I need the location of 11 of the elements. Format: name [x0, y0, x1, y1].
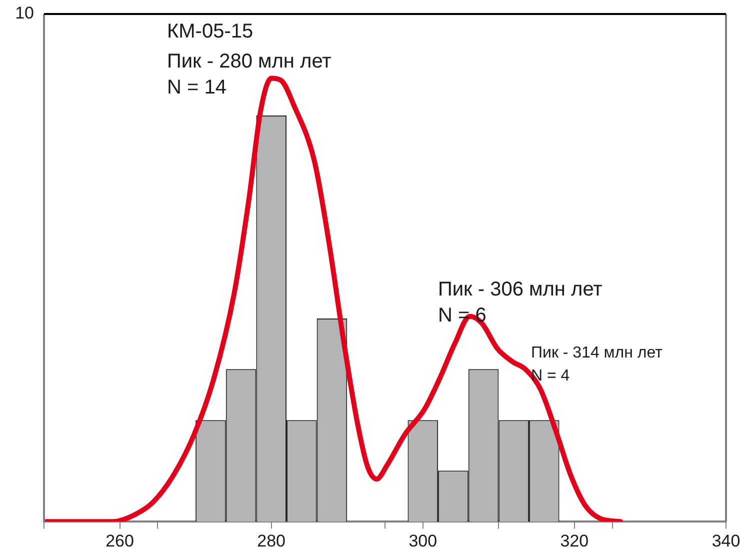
- annotation: Пик - 306 млн лет: [438, 278, 602, 301]
- text: 10: [15, 4, 34, 23]
- x-tick-label: 280: [257, 531, 286, 550]
- x-tick-label: 300: [408, 531, 438, 550]
- x-tick-label: 340: [712, 531, 740, 550]
- x-tick-label: 320: [560, 531, 589, 550]
- text: Пик - 280 млн лет: [167, 50, 332, 73]
- x-tick-label: 260: [106, 531, 134, 550]
- text: КМ-05-15: [167, 20, 254, 43]
- annotation: N = 14: [167, 76, 226, 99]
- annotation: Пик - 314 млн лет: [531, 344, 664, 362]
